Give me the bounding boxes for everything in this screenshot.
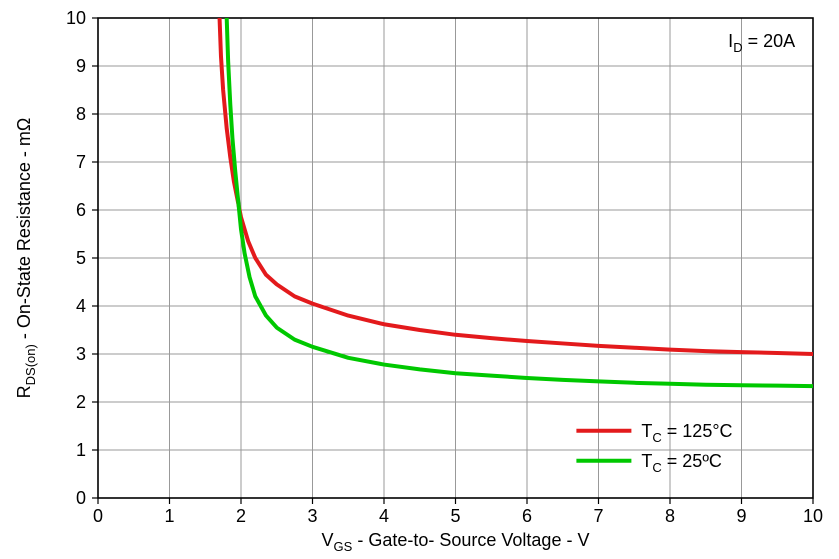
x-tick-label: 1	[164, 506, 174, 526]
y-tick-label: 0	[76, 488, 86, 508]
y-tick-label: 8	[76, 104, 86, 124]
x-tick-label: 8	[665, 506, 675, 526]
y-tick-label: 10	[66, 8, 86, 28]
x-tick-label: 10	[803, 506, 823, 526]
y-tick-label: 7	[76, 152, 86, 172]
x-tick-label: 4	[379, 506, 389, 526]
x-tick-label: 2	[236, 506, 246, 526]
y-tick-label: 9	[76, 56, 86, 76]
chart-svg: 012345678910012345678910VGS - Gate-to- S…	[0, 0, 839, 559]
y-tick-label: 5	[76, 248, 86, 268]
y-tick-label: 6	[76, 200, 86, 220]
chart-container: 012345678910012345678910VGS - Gate-to- S…	[0, 0, 839, 559]
y-tick-label: 3	[76, 344, 86, 364]
y-tick-label: 1	[76, 440, 86, 460]
y-tick-label: 2	[76, 392, 86, 412]
x-tick-label: 0	[93, 506, 103, 526]
x-tick-label: 9	[736, 506, 746, 526]
y-tick-label: 4	[76, 296, 86, 316]
x-tick-label: 3	[307, 506, 317, 526]
x-tick-label: 7	[593, 506, 603, 526]
x-tick-label: 5	[450, 506, 460, 526]
x-tick-label: 6	[522, 506, 532, 526]
